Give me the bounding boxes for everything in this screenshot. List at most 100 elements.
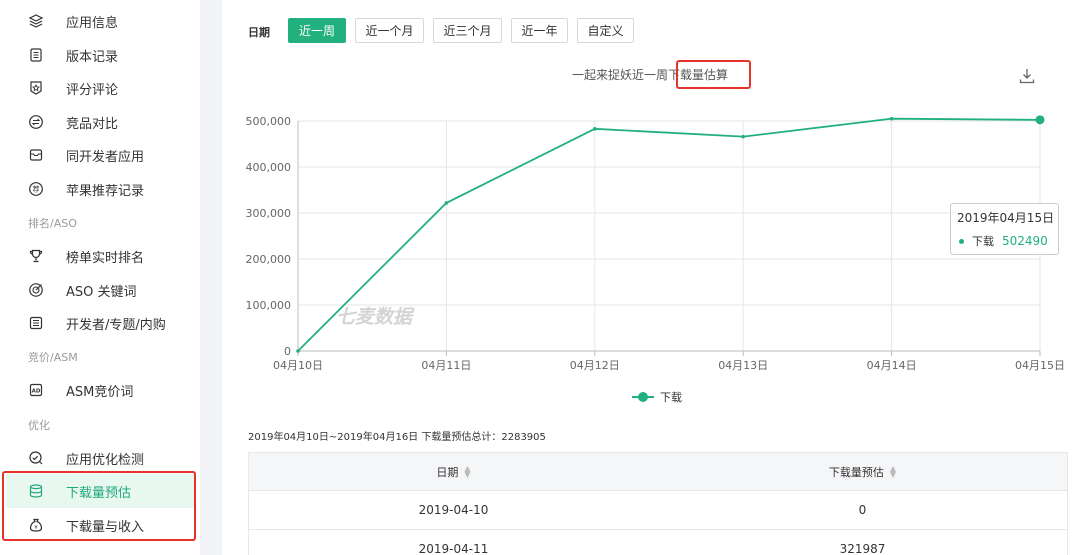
x-tick-label: 04月13日 — [718, 359, 768, 372]
y-tick-label: 100,000 — [246, 299, 292, 312]
y-axis-ticks: 0 100,000 200,000 300,000 400,000 500,000 — [246, 115, 292, 358]
data-point — [593, 127, 597, 131]
inbox-icon — [28, 147, 44, 163]
section-title-rank: 排名/ASO — [28, 217, 77, 230]
sort-icon[interactable]: ▲ ▼ — [464, 463, 471, 479]
range-week-button[interactable]: 近一周 — [288, 18, 346, 43]
chart-legend[interactable]: 下载 — [632, 389, 682, 405]
y-tick-label: 0 — [284, 345, 291, 358]
sidebar-item-label: 应用信息 — [66, 15, 119, 31]
table-row: 2019-04-11 321987 — [249, 530, 1067, 555]
column-header-downloads[interactable]: 下载量预估 ▲ ▼ — [658, 453, 1067, 490]
sidebar-item-label: 下载量与收入 — [66, 519, 145, 535]
y-tick-label: 200,000 — [246, 253, 292, 266]
range-month-button[interactable]: 近一个月 — [355, 18, 424, 43]
trophy-icon — [28, 248, 44, 264]
legend-label: 下载 — [660, 391, 682, 404]
chart-title: 一起来捉妖近一周下载量估算 — [572, 68, 729, 82]
gutter — [200, 0, 222, 555]
check-search-icon — [28, 450, 44, 466]
money-bag-icon: ¥ — [28, 517, 44, 533]
sidebar-item-ratings[interactable]: 评分评论 — [0, 71, 200, 105]
sidebar-item-aso-keywords[interactable]: ASO 关键词 — [0, 273, 200, 307]
date-filter-label: 日期 — [248, 26, 270, 39]
sidebar-item-same-developer[interactable]: 同开发者应用 — [0, 138, 200, 172]
sidebar-item-realtime-rank[interactable]: 榜单实时排名 — [0, 239, 200, 273]
sidebar-item-label: 下载量预估 — [66, 485, 132, 501]
sidebar-item-asm-bid-words[interactable]: AD ASM竞价词 — [0, 373, 200, 407]
sort-icon[interactable]: ▲ ▼ — [889, 463, 897, 479]
section-title-asm: 竞价/ASM — [28, 351, 78, 364]
sidebar-item-optimization-check[interactable]: 应用优化检测 — [0, 441, 200, 475]
column-header-label: 日期 — [436, 465, 459, 479]
compare-icon — [28, 114, 44, 130]
data-point — [444, 201, 449, 205]
data-point — [889, 116, 894, 121]
range-year-button[interactable]: 近一年 — [511, 18, 568, 43]
ad-icon: AD — [28, 382, 44, 398]
tooltip-row: 下载 502490 — [957, 233, 1052, 249]
sidebar-item-download-estimate[interactable]: 下载量预估 — [6, 474, 194, 508]
legend-marker — [632, 392, 654, 402]
series-line-download — [297, 117, 1041, 352]
x-tick-label: 04月11日 — [421, 359, 471, 372]
estimate-table: 日期 ▲ ▼ 下载量预估 ▲ ▼ 2019-04-10 0 2019-04-11 3… — [248, 452, 1068, 555]
sidebar-item-label: ASM竞价词 — [66, 384, 134, 400]
section-title-optimize: 优化 — [28, 419, 50, 432]
range-custom-button[interactable]: 自定义 — [577, 18, 634, 43]
x-tick-label: 04月12日 — [570, 359, 620, 372]
sidebar-item-label: 开发者/专题/内购 — [66, 317, 166, 333]
table-cell-date: 2019-04-10 — [418, 503, 489, 517]
sidebar: 应用信息 版本记录 评分评论 竞品对比 同开发者应用 — [0, 0, 200, 555]
sidebar-item-apple-recommend[interactable]: 荐 苹果推荐记录 — [0, 172, 200, 206]
data-point — [1035, 115, 1045, 125]
table-cell-date: 2019-04-11 — [418, 542, 489, 555]
column-header-label: 下载量预估 — [828, 465, 884, 479]
svg-text:荐: 荐 — [33, 185, 40, 194]
target-icon — [28, 282, 44, 298]
y-tick-label: 500,000 — [246, 115, 292, 128]
table-row: 2019-04-10 0 — [249, 491, 1067, 530]
sidebar-item-developer-topics[interactable]: 开发者/专题/内购 — [0, 306, 200, 340]
sidebar-item-version-history[interactable]: 版本记录 — [0, 38, 200, 72]
sidebar-item-downloads-revenue[interactable]: ¥ 下载量与收入 — [0, 508, 200, 542]
highlight-box-title — [676, 60, 751, 89]
sidebar-item-app-info[interactable]: 应用信息 — [0, 4, 200, 38]
y-tick-label: 400,000 — [246, 161, 292, 174]
sidebar-item-label: ASO 关键词 — [66, 284, 137, 300]
data-point — [296, 349, 300, 353]
table-header: 日期 ▲ ▼ 下载量预估 ▲ ▼ — [249, 453, 1067, 491]
range-3months-button[interactable]: 近三个月 — [433, 18, 502, 43]
sidebar-item-label: 苹果推荐记录 — [66, 183, 145, 199]
sidebar-item-label: 版本记录 — [66, 49, 119, 65]
estimate-summary: 2019年04月10日~2019年04月16日 下载量预估总计：2283905 — [248, 432, 546, 443]
sidebar-item-label: 同开发者应用 — [66, 149, 145, 165]
sidebar-item-competitor-compare[interactable]: 竞品对比 — [0, 105, 200, 139]
x-tick-label: 04月10日 — [273, 359, 323, 372]
sidebar-item-label: 应用优化检测 — [66, 452, 145, 468]
table-cell-downloads: 0 — [858, 503, 867, 517]
layers-icon — [28, 13, 44, 29]
sidebar-item-label: 竞品对比 — [66, 116, 119, 132]
table-cell-downloads: 321987 — [839, 542, 886, 555]
data-point — [741, 134, 745, 139]
watermark: 七麦数据 — [336, 306, 413, 328]
x-tick-label: 04月15日 — [1015, 359, 1065, 372]
list-icon — [28, 315, 44, 331]
y-tick-label: 300,000 — [246, 207, 292, 220]
recommend-icon: 荐 — [28, 181, 44, 197]
tooltip-series-dot — [959, 238, 964, 244]
tooltip-date: 2019年04月15日 — [957, 211, 1055, 225]
star-shield-icon — [28, 80, 44, 96]
sidebar-item-label: 榜单实时排名 — [66, 250, 145, 266]
chart-tooltip: 2019年04月15日 下载 502490 — [950, 203, 1059, 255]
tooltip-value: 502490 — [1002, 234, 1048, 248]
x-tick-label: 04月14日 — [867, 359, 917, 372]
svg-text:AD: AD — [32, 388, 41, 394]
line-chart: 0 100,000 200,000 300,000 400,000 500,000 04月… — [246, 115, 1066, 372]
download-icon[interactable] — [1018, 67, 1036, 85]
tooltip-series-name: 下载 — [972, 235, 994, 248]
column-header-date[interactable]: 日期 ▲ ▼ — [249, 453, 658, 490]
series-points — [296, 115, 1045, 353]
